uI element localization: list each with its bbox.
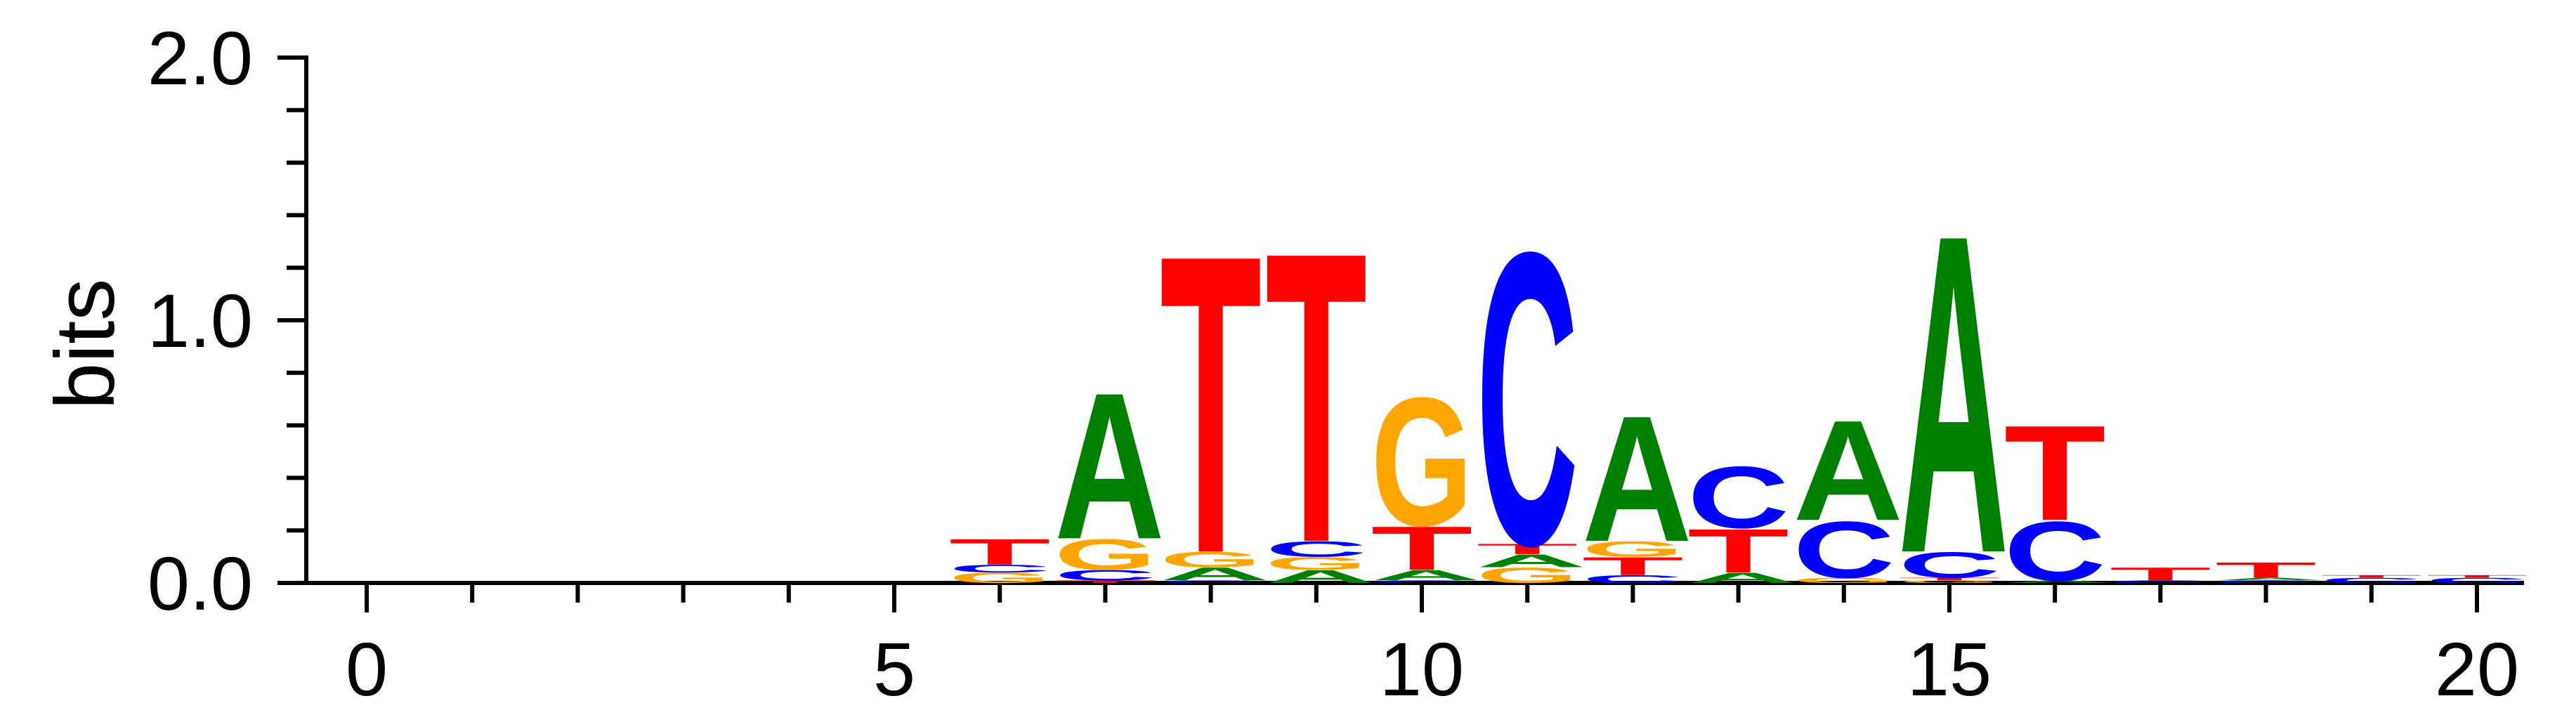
logo-letter-C-pos-15: C	[1899, 545, 2001, 586]
logo-letter-A-pos-15: A	[1899, 141, 2009, 649]
logo-letter-C-pos-6: C	[949, 563, 1051, 575]
logo-letter-C-pos-17: C	[2110, 579, 2211, 584]
logo-letter-A-pos-7: A	[1054, 350, 1165, 583]
logo-letter-A-pos-8: A	[1160, 564, 1270, 584]
logo-letter-C-pos-19: C	[2320, 577, 2422, 585]
logo-letter-T-pos-6: T	[949, 532, 1051, 572]
logo-letter-G-pos-12: G	[1582, 537, 1684, 561]
logo-letter-G-pos-11: G	[1477, 563, 1578, 588]
logo-letter-C-pos-7: C	[1054, 567, 1156, 584]
logo-letter-C-pos-12: C	[1582, 573, 1684, 585]
logo-letter-C-pos-20: C	[2426, 577, 2528, 585]
logo-letter-T-pos-15: T	[1899, 577, 2001, 582]
logo-letter-T-pos-19: T	[2320, 575, 2422, 579]
logo-letter-T-pos-9: T	[1265, 166, 1367, 629]
logo-letter-A-pos-10: A	[1371, 567, 1482, 583]
logo-letter-T-pos-12: T	[1582, 552, 1684, 581]
logo-letter-T-pos-13: T	[1687, 516, 1789, 586]
axes: 0.0 1.0 2.0 0 5 10 15 20	[148, 15, 2524, 711]
logo-letter-T-pos-16: T	[2004, 397, 2106, 549]
logo-letter-G-pos-9: G	[1265, 553, 1367, 574]
logo-letter-A-pos-16: A	[2004, 579, 2114, 584]
logo-letter-T-pos-18: T	[2215, 558, 2317, 582]
logo-letter-A-pos-18: A	[2215, 577, 2325, 582]
logo-letter-C-pos-18: C	[2215, 579, 2317, 584]
logo-letter-G-pos-7: G	[1054, 530, 1156, 579]
logo-letter-C-pos-16: C	[2004, 504, 2106, 598]
logo-letter-G-pos-14: G	[1793, 577, 1895, 585]
x-tick-label: 10	[1380, 626, 1464, 711]
x-tick-label: 20	[2435, 626, 2519, 711]
logo-letter-G-pos-8: G	[1160, 547, 1262, 572]
logo-letter-G-pos-6: G	[949, 570, 1051, 586]
x-tick-label: 5	[873, 626, 915, 711]
x-tick-label: 0	[346, 626, 388, 711]
logo-letter-A-pos-11: A	[1477, 551, 1587, 571]
y-tick-label: 1.0	[148, 278, 253, 363]
logo-letter-T-pos-20: T	[2426, 575, 2528, 579]
y-tick-label: 2.0	[148, 15, 253, 100]
logo-letter-A-pos-9: A	[1265, 566, 1375, 586]
logo-letter-T-pos-7: T	[1054, 579, 1156, 584]
logo-letter-C-pos-8: C	[1160, 579, 1262, 584]
logo-letter-T-pos-11: T	[1477, 541, 1578, 557]
logo-letter-A-pos-13: A	[1687, 570, 1798, 586]
logo-letter-T-pos-10: T	[1371, 513, 1473, 583]
logo-letter-A-pos-14: A	[1793, 390, 1903, 551]
logo-letter-A-pos-12: A	[1582, 379, 1692, 579]
logo-letter-G-pos-10: G	[1371, 360, 1473, 565]
logo-letter-C-pos-11: C	[1477, 166, 1578, 634]
logo-letter-T-pos-17: T	[2110, 564, 2211, 584]
logo-letter-C-pos-10: C	[1371, 579, 1473, 584]
logo-letter-T-pos-8: T	[1160, 166, 1262, 642]
logo-letter-G-pos-15: G	[1899, 579, 2001, 584]
y-tick-label: 0.0	[148, 541, 253, 626]
logo-letter-C-pos-9: C	[1265, 537, 1367, 561]
logo-letter-C-pos-14: C	[1793, 505, 1895, 596]
x-tick-label: 15	[1907, 626, 1992, 711]
y-axis-label: bits	[38, 279, 132, 410]
logo-letter-C-pos-13: C	[1687, 448, 1789, 546]
